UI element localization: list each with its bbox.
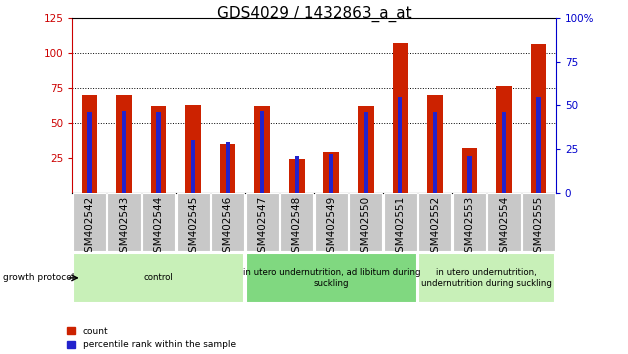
Bar (156, 112, 161, 193)
Text: GSM402545: GSM402545 (188, 196, 198, 259)
Bar (453, 193, 486, 251)
Text: GSM402548: GSM402548 (292, 196, 301, 259)
Text: GSM402544: GSM402544 (154, 196, 163, 259)
Text: growth protocol: growth protocol (3, 273, 75, 282)
Bar (531, 44, 546, 193)
Bar (502, 112, 506, 193)
Text: GSM402546: GSM402546 (223, 196, 232, 259)
Text: GSM402550: GSM402550 (361, 196, 371, 259)
Text: in utero undernutrition, ad libitum during
suckling: in utero undernutrition, ad libitum duri… (242, 268, 420, 287)
Text: GSM402552: GSM402552 (430, 196, 440, 259)
Legend: count, percentile rank within the sample: count, percentile rank within the sample (67, 327, 236, 349)
Bar (176, 193, 210, 251)
Bar (289, 159, 305, 193)
Bar (496, 86, 512, 193)
Bar (116, 95, 132, 193)
Bar (295, 156, 299, 193)
Bar (418, 253, 555, 303)
Bar (392, 43, 408, 193)
Bar (246, 193, 279, 251)
Bar (151, 106, 166, 193)
Bar (349, 193, 382, 251)
Bar (358, 106, 374, 193)
Bar (418, 193, 452, 251)
Text: in utero undernutrition,
undernutrition during suckling: in utero undernutrition, undernutrition … (421, 268, 552, 287)
Bar (329, 154, 333, 193)
Bar (211, 193, 244, 251)
Bar (73, 193, 106, 251)
Text: GSM402549: GSM402549 (327, 196, 336, 259)
Text: GDS4029 / 1432863_a_at: GDS4029 / 1432863_a_at (217, 5, 411, 22)
Bar (185, 105, 201, 193)
Bar (522, 193, 555, 251)
Bar (487, 193, 521, 251)
Bar (142, 193, 175, 251)
Bar (427, 95, 443, 193)
Text: GSM402543: GSM402543 (119, 196, 129, 259)
Text: GSM402547: GSM402547 (257, 196, 267, 259)
Bar (260, 110, 264, 193)
Bar (246, 253, 417, 303)
Text: GSM402555: GSM402555 (534, 196, 543, 259)
Bar (107, 193, 141, 251)
Bar (384, 193, 417, 251)
Text: control: control (144, 273, 173, 282)
Bar (87, 112, 92, 193)
Bar (323, 152, 339, 193)
Text: GSM402554: GSM402554 (499, 196, 509, 259)
Bar (73, 253, 244, 303)
Bar (220, 144, 236, 193)
Bar (82, 95, 97, 193)
Bar (433, 112, 437, 193)
Bar (315, 193, 348, 251)
Text: GSM402551: GSM402551 (396, 196, 405, 259)
Bar (364, 112, 368, 193)
Bar (122, 110, 126, 193)
Bar (398, 97, 403, 193)
Bar (462, 148, 477, 193)
Text: GSM402542: GSM402542 (85, 196, 94, 259)
Bar (225, 142, 230, 193)
Bar (467, 156, 472, 193)
Bar (280, 193, 313, 251)
Bar (254, 106, 270, 193)
Text: GSM402553: GSM402553 (465, 196, 474, 259)
Bar (191, 140, 195, 193)
Bar (536, 97, 541, 193)
